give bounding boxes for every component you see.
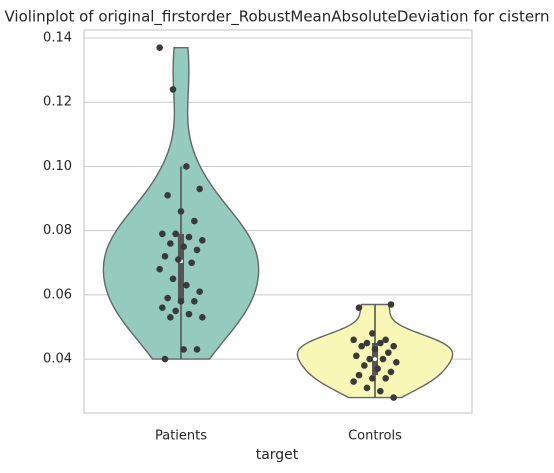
median [373,357,377,362]
point [393,358,400,366]
x-axis-label: target [256,447,299,463]
point [191,297,198,305]
x-tick-label: Patients [155,429,207,444]
point [363,339,371,347]
point [382,375,389,382]
y-tick-label: 0.06 [43,287,72,302]
point [193,346,201,353]
point [169,86,177,93]
point [361,362,368,369]
y-tick-label: 0.08 [43,223,72,238]
x-tick-label: Controls [348,429,402,444]
point [188,259,195,267]
point [199,236,206,244]
point [177,297,185,305]
point [350,336,357,344]
point [191,217,198,225]
point [390,394,397,401]
point [185,310,193,318]
point [355,304,363,311]
point [382,336,389,344]
point [353,352,360,360]
point [350,378,357,385]
point [369,375,376,382]
point [169,275,177,283]
point [156,265,163,273]
chart-title: Violinplot of original_firstorder_Robust… [5,8,550,27]
point [183,281,190,289]
y-tick-label: 0.10 [43,159,72,174]
point [196,288,203,295]
point [193,246,201,254]
point [185,233,193,241]
y-tick-label: 0.14 [43,31,72,46]
point [156,44,163,51]
point [167,240,174,247]
point [172,307,179,315]
point [180,243,187,251]
point [164,192,171,199]
point [161,253,169,260]
y-tick-label: 0.12 [43,95,72,110]
point [377,387,384,395]
axes-frame [83,29,473,414]
point [358,342,365,350]
y-tick-label: 0.04 [43,352,72,367]
point [387,301,395,308]
point [363,384,371,392]
point [196,185,203,193]
point [175,256,182,263]
point [369,330,376,337]
point [177,208,185,215]
point [167,314,174,321]
point [374,365,381,372]
point [180,346,187,353]
point [385,349,392,356]
point [164,294,171,302]
point [390,342,397,350]
point [159,230,166,238]
point [379,355,387,363]
point [371,346,379,353]
point [172,230,179,238]
point [377,339,384,347]
point [387,368,395,376]
point [366,355,373,363]
point [183,163,190,170]
point [159,304,166,311]
point [161,355,169,363]
point [355,371,363,379]
point [199,314,206,321]
